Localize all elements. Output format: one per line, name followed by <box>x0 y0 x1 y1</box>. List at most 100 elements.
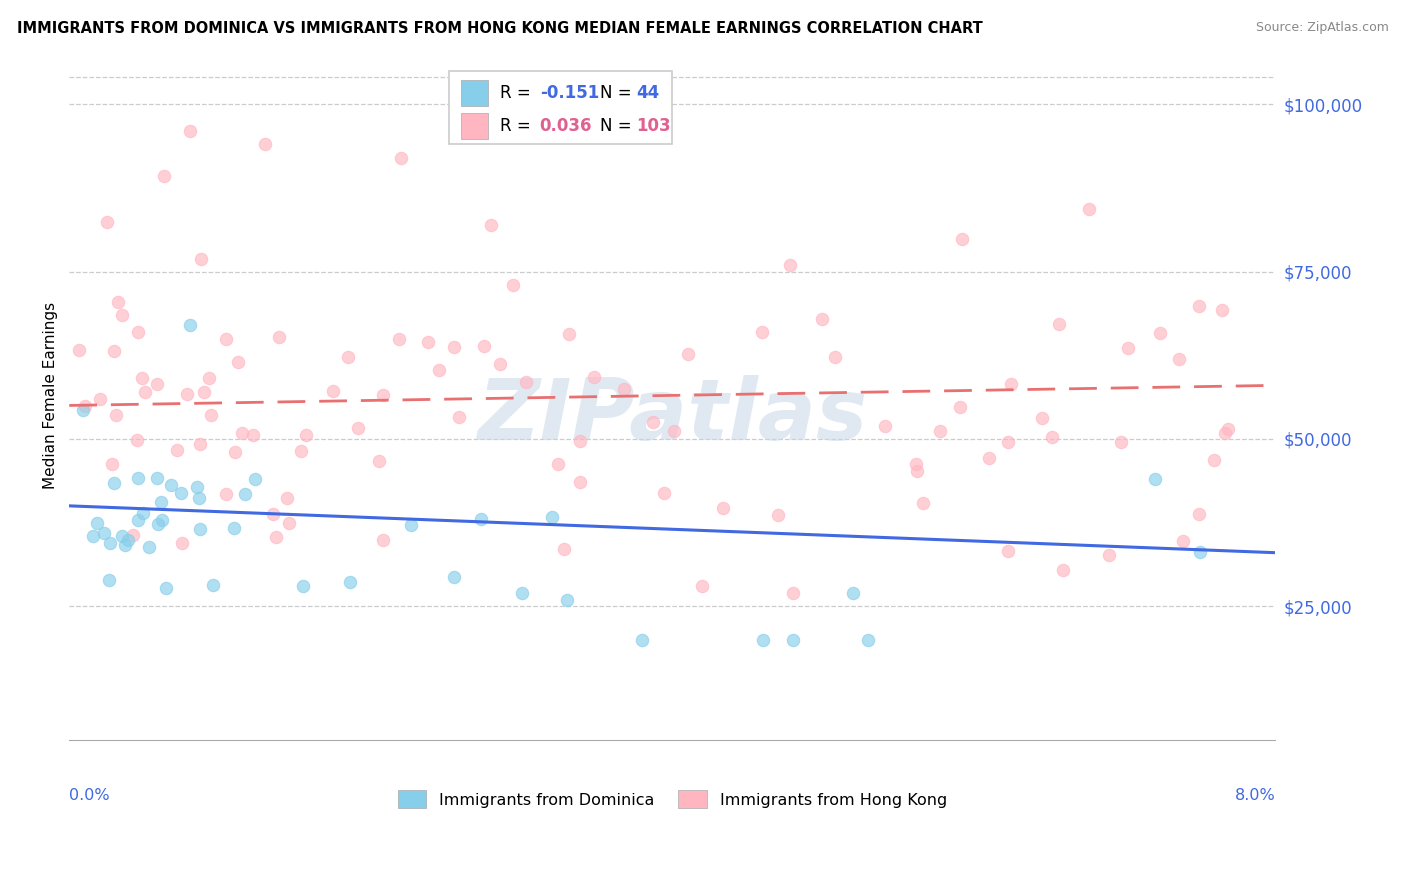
Point <box>502 277 524 292</box>
Text: 0.036: 0.036 <box>540 117 592 135</box>
Point <box>858 632 880 647</box>
Point <box>389 151 412 165</box>
Point <box>489 357 512 371</box>
Point <box>711 501 734 516</box>
Point <box>824 350 846 364</box>
Point <box>277 516 299 531</box>
Point <box>201 578 224 592</box>
Point <box>1167 352 1189 367</box>
Point <box>166 442 188 457</box>
Point <box>1116 341 1139 355</box>
Point <box>138 541 160 555</box>
Text: 44: 44 <box>636 84 659 102</box>
Point <box>222 521 245 535</box>
Point <box>515 375 537 389</box>
Point <box>233 487 256 501</box>
Point <box>146 516 169 531</box>
Point <box>107 294 129 309</box>
Point <box>72 403 94 417</box>
Point <box>873 418 896 433</box>
Point <box>242 428 264 442</box>
Point <box>613 382 636 396</box>
Point <box>1211 302 1233 317</box>
Point <box>215 332 238 346</box>
Point <box>371 388 394 402</box>
Point <box>540 510 562 524</box>
Point <box>399 518 422 533</box>
Point <box>631 632 654 647</box>
Point <box>336 350 359 364</box>
Point <box>110 308 132 322</box>
FancyBboxPatch shape <box>449 71 672 144</box>
Point <box>751 326 773 340</box>
Point <box>388 332 411 346</box>
Point <box>510 586 533 600</box>
Point <box>96 215 118 229</box>
Point <box>127 326 149 340</box>
Point <box>215 487 238 501</box>
Point <box>127 513 149 527</box>
Point <box>188 522 211 536</box>
Point <box>1202 453 1225 467</box>
Point <box>1216 422 1239 436</box>
Point <box>1189 545 1212 559</box>
FancyBboxPatch shape <box>461 79 488 106</box>
Point <box>200 409 222 423</box>
Point <box>190 252 212 266</box>
Point <box>1188 507 1211 521</box>
Point <box>170 486 193 500</box>
Point <box>101 457 124 471</box>
Text: N =: N = <box>600 117 637 135</box>
Point <box>122 527 145 541</box>
Point <box>231 426 253 441</box>
Point <box>911 496 934 510</box>
Point <box>443 340 465 354</box>
Point <box>97 574 120 588</box>
Point <box>662 424 685 438</box>
Point <box>145 470 167 484</box>
Text: IMMIGRANTS FROM DOMINICA VS IMMIGRANTS FROM HONG KONG MEDIAN FEMALE EARNINGS COR: IMMIGRANTS FROM DOMINICA VS IMMIGRANTS F… <box>17 21 983 37</box>
Text: 0.0%: 0.0% <box>69 789 110 804</box>
Point <box>98 536 121 550</box>
Text: 8.0%: 8.0% <box>1234 789 1275 804</box>
Point <box>1098 548 1121 562</box>
Point <box>1000 376 1022 391</box>
Point <box>146 377 169 392</box>
Point <box>443 570 465 584</box>
Point <box>752 632 775 647</box>
Point <box>643 415 665 429</box>
Point <box>481 218 503 232</box>
Point <box>842 586 865 600</box>
Point <box>1149 326 1171 340</box>
Point <box>198 371 221 385</box>
Point <box>104 408 127 422</box>
Text: N =: N = <box>600 84 637 102</box>
Point <box>1049 317 1071 331</box>
Text: ZIPatlas: ZIPatlas <box>477 375 868 458</box>
Point <box>1143 472 1166 486</box>
Point <box>67 343 90 358</box>
Point <box>186 481 208 495</box>
Point <box>905 464 928 478</box>
Point <box>134 385 156 400</box>
Point <box>114 538 136 552</box>
Point <box>652 486 675 500</box>
Point <box>117 533 139 548</box>
Point <box>1109 434 1132 449</box>
Point <box>429 363 451 377</box>
Point <box>127 433 149 447</box>
Point <box>997 544 1019 558</box>
Point <box>997 434 1019 449</box>
Y-axis label: Median Female Earnings: Median Female Earnings <box>44 301 58 489</box>
Point <box>928 424 950 438</box>
Point <box>294 428 316 442</box>
Point <box>347 421 370 435</box>
Point <box>127 470 149 484</box>
Text: R =: R = <box>501 117 536 135</box>
Text: R =: R = <box>501 84 536 102</box>
Point <box>1215 426 1237 441</box>
Point <box>82 529 104 543</box>
Point <box>1171 534 1194 549</box>
Point <box>254 137 277 152</box>
Legend: Immigrants from Dominica, Immigrants from Hong Kong: Immigrants from Dominica, Immigrants fro… <box>391 784 953 815</box>
